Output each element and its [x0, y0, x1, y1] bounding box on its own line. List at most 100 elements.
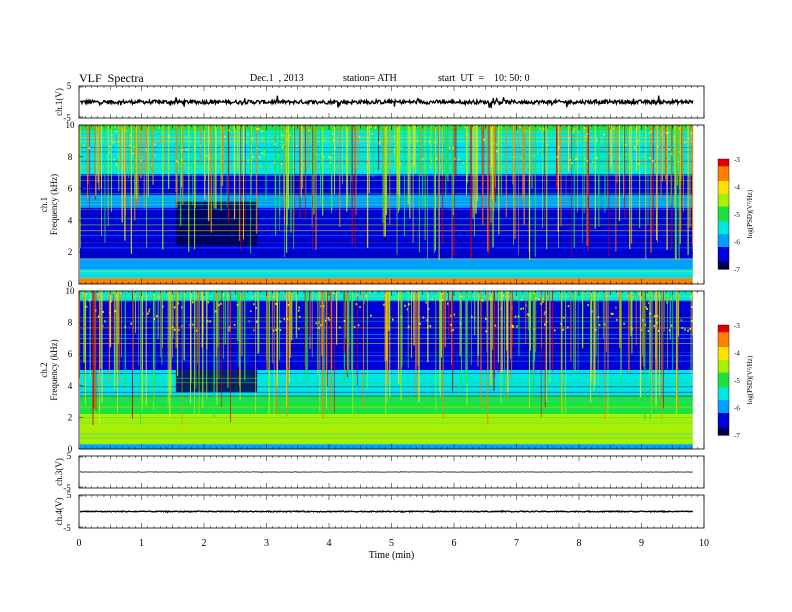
- colorbar-cell: [718, 237, 729, 241]
- hot-speckle: [653, 324, 656, 327]
- hot-speckle: [160, 135, 162, 138]
- hot-speckle: [657, 329, 660, 332]
- colorbar-cell: [718, 394, 729, 398]
- spectral-band: [80, 434, 693, 445]
- hot-speckle: [441, 299, 444, 302]
- x-axis-label: Time (min): [369, 550, 414, 561]
- hot-speckle: [329, 161, 331, 164]
- colorbar-cell: [718, 396, 729, 399]
- hot-speckle: [631, 328, 633, 331]
- hot-speckle: [637, 139, 639, 142]
- hot-speckle: [454, 157, 456, 160]
- hot-speckle: [327, 317, 330, 320]
- hot-speckle: [196, 129, 199, 132]
- hot-speckle: [256, 320, 258, 323]
- hot-speckle: [630, 159, 633, 162]
- hot-speckle: [520, 145, 522, 148]
- hot-speckle: [587, 304, 589, 307]
- hot-speckle: [520, 307, 522, 310]
- hot-speckle: [261, 152, 263, 155]
- hot-speckle: [319, 324, 322, 327]
- hot-speckle: [489, 297, 491, 300]
- colorbar-cell: [718, 407, 729, 410]
- colorbar-cell: [718, 234, 729, 237]
- y-tick-label: 4: [68, 215, 73, 225]
- colorbar-cell: [718, 398, 729, 401]
- hot-speckle: [359, 306, 361, 309]
- hot-speckle: [562, 316, 565, 319]
- hot-speckle: [560, 322, 562, 325]
- hot-speckle: [125, 129, 127, 132]
- colorbar-cell: [718, 204, 729, 208]
- colorbar-cell: [718, 347, 729, 350]
- hot-speckle: [148, 308, 151, 311]
- hot-speckle: [252, 137, 254, 140]
- hot-speckle: [691, 320, 693, 323]
- hot-speckle: [431, 160, 433, 163]
- hot-speckle: [247, 133, 249, 136]
- hot-speckle: [199, 144, 202, 147]
- hot-speckle: [647, 302, 650, 305]
- hot-speckle: [574, 158, 577, 161]
- colorbar-cell: [718, 405, 729, 409]
- hot-speckle: [434, 141, 436, 144]
- colorbar-cell: [718, 325, 729, 328]
- hot-speckle: [558, 146, 560, 149]
- hot-speckle: [280, 163, 283, 166]
- hot-speckle: [357, 324, 360, 327]
- hot-speckle: [416, 139, 419, 142]
- x-tick-label: 1: [139, 538, 144, 549]
- hot-speckle: [647, 330, 650, 333]
- colorbar-cell: [718, 193, 729, 197]
- hot-speckle: [194, 146, 196, 149]
- hot-speckle: [261, 130, 263, 133]
- hot-speckle: [194, 161, 196, 164]
- hot-speckle: [513, 155, 516, 158]
- hot-speckle: [670, 152, 673, 155]
- colorbar-tick-label: -4: [734, 184, 740, 192]
- hot-speckle: [690, 305, 693, 308]
- hot-speckle: [452, 328, 454, 331]
- waveform-panel-3: [79, 471, 693, 473]
- hot-speckle: [638, 293, 640, 296]
- waveform-trace: [79, 95, 694, 109]
- hot-speckle: [281, 295, 284, 298]
- hot-speckle: [623, 322, 625, 325]
- hot-speckle: [492, 142, 495, 145]
- colorbar-cell: [718, 365, 729, 368]
- hot-speckle: [95, 309, 97, 312]
- colorbar-cell: [718, 254, 729, 257]
- hot-speckle: [334, 147, 336, 150]
- hot-speckle: [276, 327, 279, 330]
- hot-speckle: [425, 301, 427, 304]
- hot-speckle: [517, 315, 520, 318]
- hot-speckle: [338, 326, 341, 329]
- hot-speckle: [597, 316, 600, 319]
- hot-speckle: [251, 296, 253, 299]
- colorbar-cell: [718, 348, 729, 352]
- spectral-band: [80, 414, 693, 435]
- hot-speckle: [453, 313, 456, 316]
- colorbar-cell: [718, 403, 729, 407]
- colorbar-cell: [718, 392, 729, 396]
- colorbar-cell: [718, 409, 729, 412]
- hot-speckle: [647, 294, 649, 297]
- colorbar-cell: [718, 425, 729, 429]
- x-tick-label: 9: [639, 538, 644, 549]
- hot-speckle: [661, 133, 663, 136]
- colorbar-cell: [718, 217, 729, 221]
- hot-speckle: [540, 302, 542, 305]
- hot-speckle: [181, 306, 183, 309]
- waveform-trace: [79, 471, 693, 473]
- colorbar-cell: [718, 173, 729, 177]
- hot-speckle: [678, 151, 681, 154]
- hot-speckle: [573, 128, 576, 131]
- hot-speckle: [132, 146, 135, 149]
- colorbar-cell: [718, 389, 729, 392]
- colorbar-tick-label: -5: [734, 211, 740, 219]
- colorbar-tick-label: -4: [734, 350, 740, 358]
- hot-speckle: [586, 132, 588, 135]
- hot-speckle: [272, 329, 275, 332]
- hot-speckle: [559, 142, 562, 145]
- hot-speckle: [275, 302, 277, 305]
